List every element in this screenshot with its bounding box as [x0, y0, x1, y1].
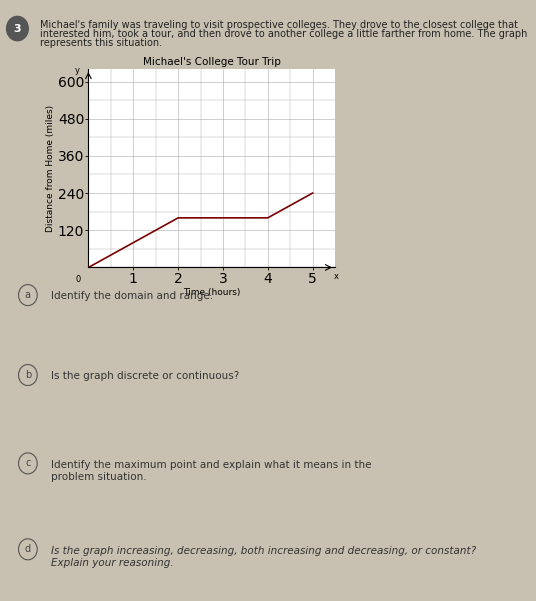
Text: x: x	[333, 272, 338, 281]
Text: Is the graph increasing, decreasing, both increasing and decreasing, or constant: Is the graph increasing, decreasing, bot…	[51, 546, 476, 556]
Text: problem situation.: problem situation.	[51, 472, 146, 482]
Text: 3: 3	[13, 23, 21, 34]
Circle shape	[6, 16, 28, 41]
Text: represents this situation.: represents this situation.	[40, 38, 162, 49]
Text: Explain your reasoning.: Explain your reasoning.	[51, 558, 174, 568]
Title: Michael's College Tour Trip: Michael's College Tour Trip	[143, 57, 281, 67]
Text: d: d	[25, 545, 31, 554]
Text: b: b	[25, 370, 31, 380]
Text: Identify the domain and range.: Identify the domain and range.	[51, 291, 213, 300]
Text: Michael's family was traveling to visit prospective colleges. They drove to the : Michael's family was traveling to visit …	[40, 20, 518, 31]
Y-axis label: Distance from Home (miles): Distance from Home (miles)	[46, 105, 55, 232]
X-axis label: Time (hours): Time (hours)	[183, 288, 241, 297]
Text: Is the graph discrete or continuous?: Is the graph discrete or continuous?	[51, 371, 239, 380]
Text: 0: 0	[76, 275, 81, 284]
Text: y: y	[75, 66, 80, 75]
Text: c: c	[25, 459, 31, 468]
Text: a: a	[25, 290, 31, 300]
Text: Identify the maximum point and explain what it means in the: Identify the maximum point and explain w…	[51, 460, 371, 470]
Text: interested him, took a tour, and then drove to another college a little farther : interested him, took a tour, and then dr…	[40, 29, 527, 40]
